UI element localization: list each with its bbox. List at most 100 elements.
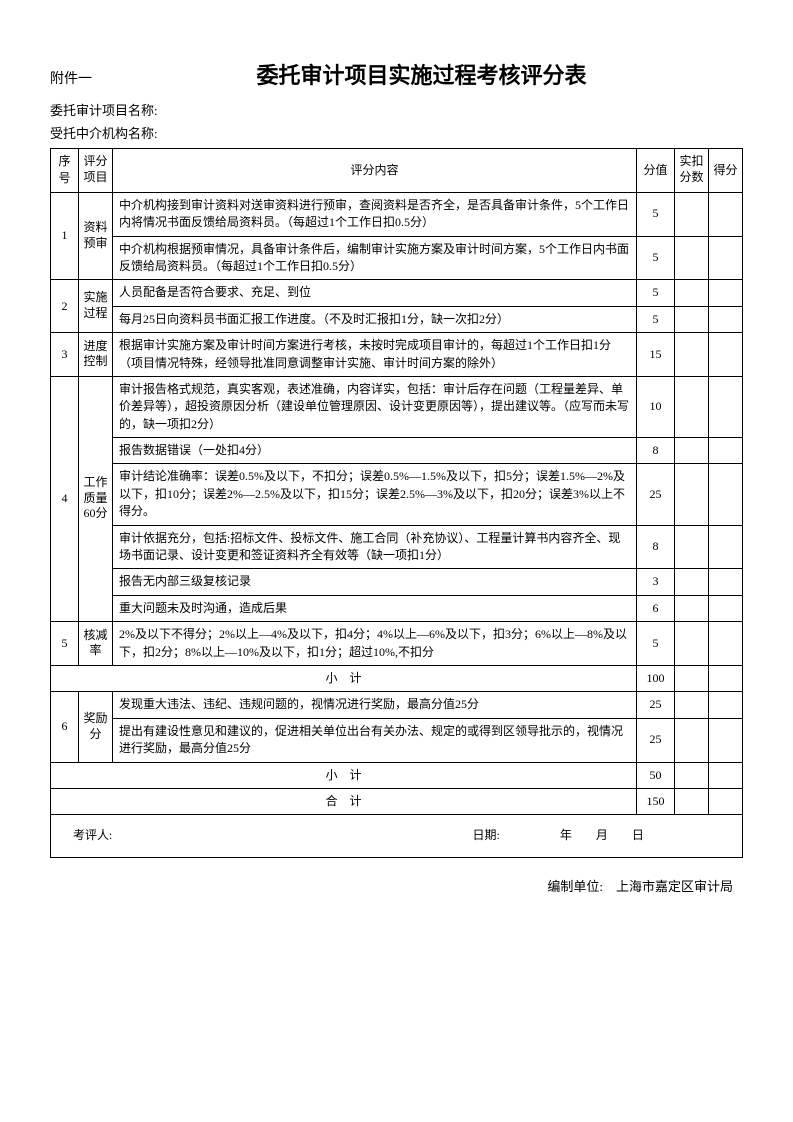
got-cell: [709, 665, 743, 691]
got-cell: [709, 376, 743, 437]
score-cell: 5: [637, 280, 675, 306]
deduct-cell: [675, 192, 709, 236]
category-cell: 实施过程: [79, 280, 113, 333]
category-cell: 资料预审: [79, 192, 113, 280]
got-cell: [709, 525, 743, 569]
deduct-cell: [675, 622, 709, 666]
deduct-cell: [675, 595, 709, 621]
table-row: 报告无内部三级复核记录3: [51, 569, 743, 595]
deduct-cell: [675, 788, 709, 814]
got-cell: [709, 280, 743, 306]
col-category: 评分项目: [79, 149, 113, 193]
content-cell: 人员配备是否符合要求、充足、到位: [113, 280, 637, 306]
table-row: 中介机构根据预审情况，具备审计条件后，编制审计实施方案及审计时间方案，5个工作日…: [51, 236, 743, 280]
score-cell: 25: [637, 692, 675, 718]
col-deduct: 实扣分数: [675, 149, 709, 193]
table-row: 提出有建设性意见和建议的，促进相关单位出台有关办法、规定的或得到区领导批示的，视…: [51, 718, 743, 762]
content-cell: 审计报告格式规范，真实客观，表述准确，内容详实，包括：审计后存在问题（工程量差异…: [113, 376, 637, 437]
assessor-label: 考评人:: [61, 827, 333, 844]
deduct-cell: [675, 762, 709, 788]
deduct-cell: [675, 438, 709, 464]
got-cell: [709, 236, 743, 280]
col-score: 分值: [637, 149, 675, 193]
score-cell: 5: [637, 622, 675, 666]
deduct-cell: [675, 692, 709, 718]
got-cell: [709, 192, 743, 236]
content-cell: 审计结论准确率：误差0.5%及以下，不扣分；误差0.5%—1.5%及以下，扣5分…: [113, 464, 637, 525]
got-cell: [709, 788, 743, 814]
deduct-cell: [675, 569, 709, 595]
deduct-cell: [675, 464, 709, 525]
scoring-table: 序号 评分项目 评分内容 分值 实扣分数 得分 1资料预审中介机构接到审计资料对…: [50, 148, 743, 858]
got-cell: [709, 306, 743, 332]
subtotal-label: 小 计: [51, 762, 637, 788]
content-cell: 中介机构接到审计资料对送审资料进行预审，查阅资料是否齐全，是否具备审计条件，5个…: [113, 192, 637, 236]
table-row: 5核减率2%及以下不得分；2%以上—4%及以下，扣4分；4%以上—6%及以下，扣…: [51, 622, 743, 666]
score-cell: 6: [637, 595, 675, 621]
got-cell: [709, 438, 743, 464]
seq-cell: 4: [51, 376, 79, 621]
table-row: 6奖励分发现重大违法、违纪、违规问题的，视情况进行奖励，最高分值25分25: [51, 692, 743, 718]
score-cell: 8: [637, 438, 675, 464]
category-cell: 核减率: [79, 622, 113, 666]
content-cell: 提出有建设性意见和建议的，促进相关单位出台有关办法、规定的或得到区领导批示的，视…: [113, 718, 637, 762]
project-name-label: 委托审计项目名称:: [50, 100, 743, 119]
date-label: 日期: 年 月 日: [333, 827, 733, 844]
footer-row: 考评人:日期: 年 月 日: [51, 815, 743, 857]
deduct-cell: [675, 665, 709, 691]
content-cell: 审计依据充分，包括:招标文件、投标文件、施工合同（补充协议）、工程量计算书内容齐…: [113, 525, 637, 569]
seq-cell: 1: [51, 192, 79, 280]
table-row: 重大问题未及时沟通，造成后果6: [51, 595, 743, 621]
table-row: 报告数据错误（一处扣4分）8: [51, 438, 743, 464]
category-cell: 工作质量60分: [79, 376, 113, 621]
got-cell: [709, 595, 743, 621]
score-cell: 5: [637, 236, 675, 280]
footer-cell: 考评人:日期: 年 月 日: [51, 815, 743, 857]
content-cell: 发现重大违法、违纪、违规问题的，视情况进行奖励，最高分值25分: [113, 692, 637, 718]
table-row: 2实施过程人员配备是否符合要求、充足、到位5: [51, 280, 743, 306]
score-cell: 3: [637, 569, 675, 595]
category-cell: 进度控制: [79, 333, 113, 377]
deduct-cell: [675, 236, 709, 280]
content-cell: 2%及以下不得分；2%以上—4%及以下，扣4分；4%以上—6%及以下，扣3分；6…: [113, 622, 637, 666]
score-cell: 25: [637, 464, 675, 525]
got-cell: [709, 762, 743, 788]
score-cell: 25: [637, 718, 675, 762]
score-cell: 8: [637, 525, 675, 569]
score-cell: 5: [637, 192, 675, 236]
table-row: 审计结论准确率：误差0.5%及以下，不扣分；误差0.5%—1.5%及以下，扣5分…: [51, 464, 743, 525]
score-cell: 10: [637, 376, 675, 437]
subtotal-score: 100: [637, 665, 675, 691]
subtotal-row: 小 计100: [51, 665, 743, 691]
subtotal-label: 小 计: [51, 665, 637, 691]
got-cell: [709, 622, 743, 666]
total-label: 合 计: [51, 788, 637, 814]
deduct-cell: [675, 333, 709, 377]
table-row: 1资料预审中介机构接到审计资料对送审资料进行预审，查阅资料是否齐全，是否具备审计…: [51, 192, 743, 236]
got-cell: [709, 569, 743, 595]
editor-unit: 编制单位: 上海市嘉定区审计局: [50, 876, 743, 895]
category-cell: 奖励分: [79, 692, 113, 762]
score-cell: 5: [637, 306, 675, 332]
content-cell: 根据审计实施方案及审计时间方案进行考核，未按时完成项目审计的，每超过1个工作日扣…: [113, 333, 637, 377]
deduct-cell: [675, 525, 709, 569]
got-cell: [709, 333, 743, 377]
deduct-cell: [675, 306, 709, 332]
table-row: 4工作质量60分审计报告格式规范，真实客观，表述准确，内容详实，包括：审计后存在…: [51, 376, 743, 437]
content-cell: 中介机构根据预审情况，具备审计条件后，编制审计实施方案及审计时间方案，5个工作日…: [113, 236, 637, 280]
subtotal-row: 小 计50: [51, 762, 743, 788]
deduct-cell: [675, 280, 709, 306]
deduct-cell: [675, 376, 709, 437]
content-cell: 重大问题未及时沟通，造成后果: [113, 595, 637, 621]
table-row: 每月25日向资料员书面汇报工作进度。（不及时汇报扣1分，缺一次扣2分）5: [51, 306, 743, 332]
got-cell: [709, 692, 743, 718]
seq-cell: 5: [51, 622, 79, 666]
seq-cell: 6: [51, 692, 79, 762]
score-cell: 15: [637, 333, 675, 377]
deduct-cell: [675, 718, 709, 762]
col-seq: 序号: [51, 149, 79, 193]
col-content: 评分内容: [113, 149, 637, 193]
seq-cell: 3: [51, 333, 79, 377]
subtotal-score: 50: [637, 762, 675, 788]
agency-name-label: 受托中介机构名称:: [50, 123, 743, 142]
